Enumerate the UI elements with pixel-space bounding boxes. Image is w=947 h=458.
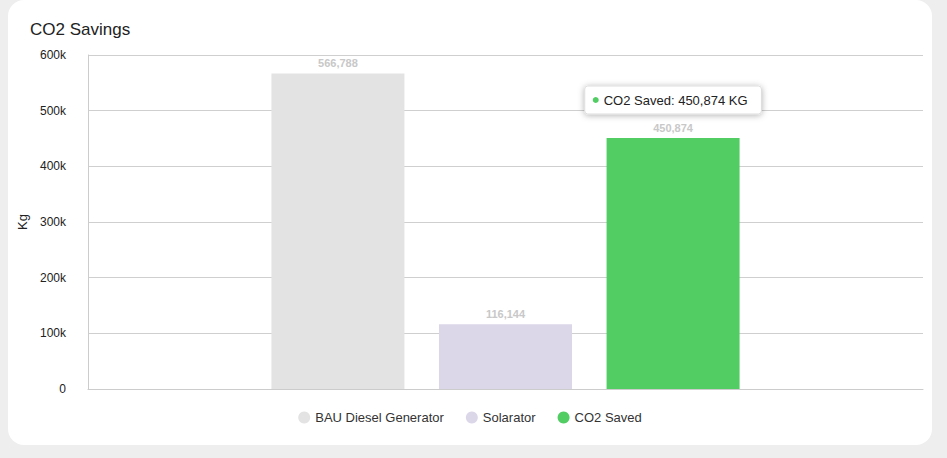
svg-text:Kg: Kg	[15, 214, 30, 230]
svg-text:500k: 500k	[40, 104, 67, 118]
svg-text:BAU Diesel Generator: BAU Diesel Generator	[315, 410, 444, 425]
svg-text:566,788: 566,788	[318, 57, 358, 69]
svg-text:400k: 400k	[40, 159, 67, 173]
svg-text:CO2 Saved: CO2 Saved	[575, 410, 642, 425]
svg-text:300k: 300k	[40, 215, 67, 229]
svg-text:100k: 100k	[40, 326, 67, 340]
svg-text:CO2 Savings: CO2 Savings	[30, 20, 130, 39]
svg-text:CO2 Saved: 450,874 KG: CO2 Saved: 450,874 KG	[604, 93, 748, 108]
svg-text:600k: 600k	[40, 48, 67, 62]
svg-text:450,874: 450,874	[653, 122, 694, 134]
svg-text:Solarator: Solarator	[483, 410, 536, 425]
svg-text:0: 0	[59, 382, 66, 396]
svg-text:200k: 200k	[40, 271, 67, 285]
svg-text:116,144: 116,144	[486, 308, 526, 320]
